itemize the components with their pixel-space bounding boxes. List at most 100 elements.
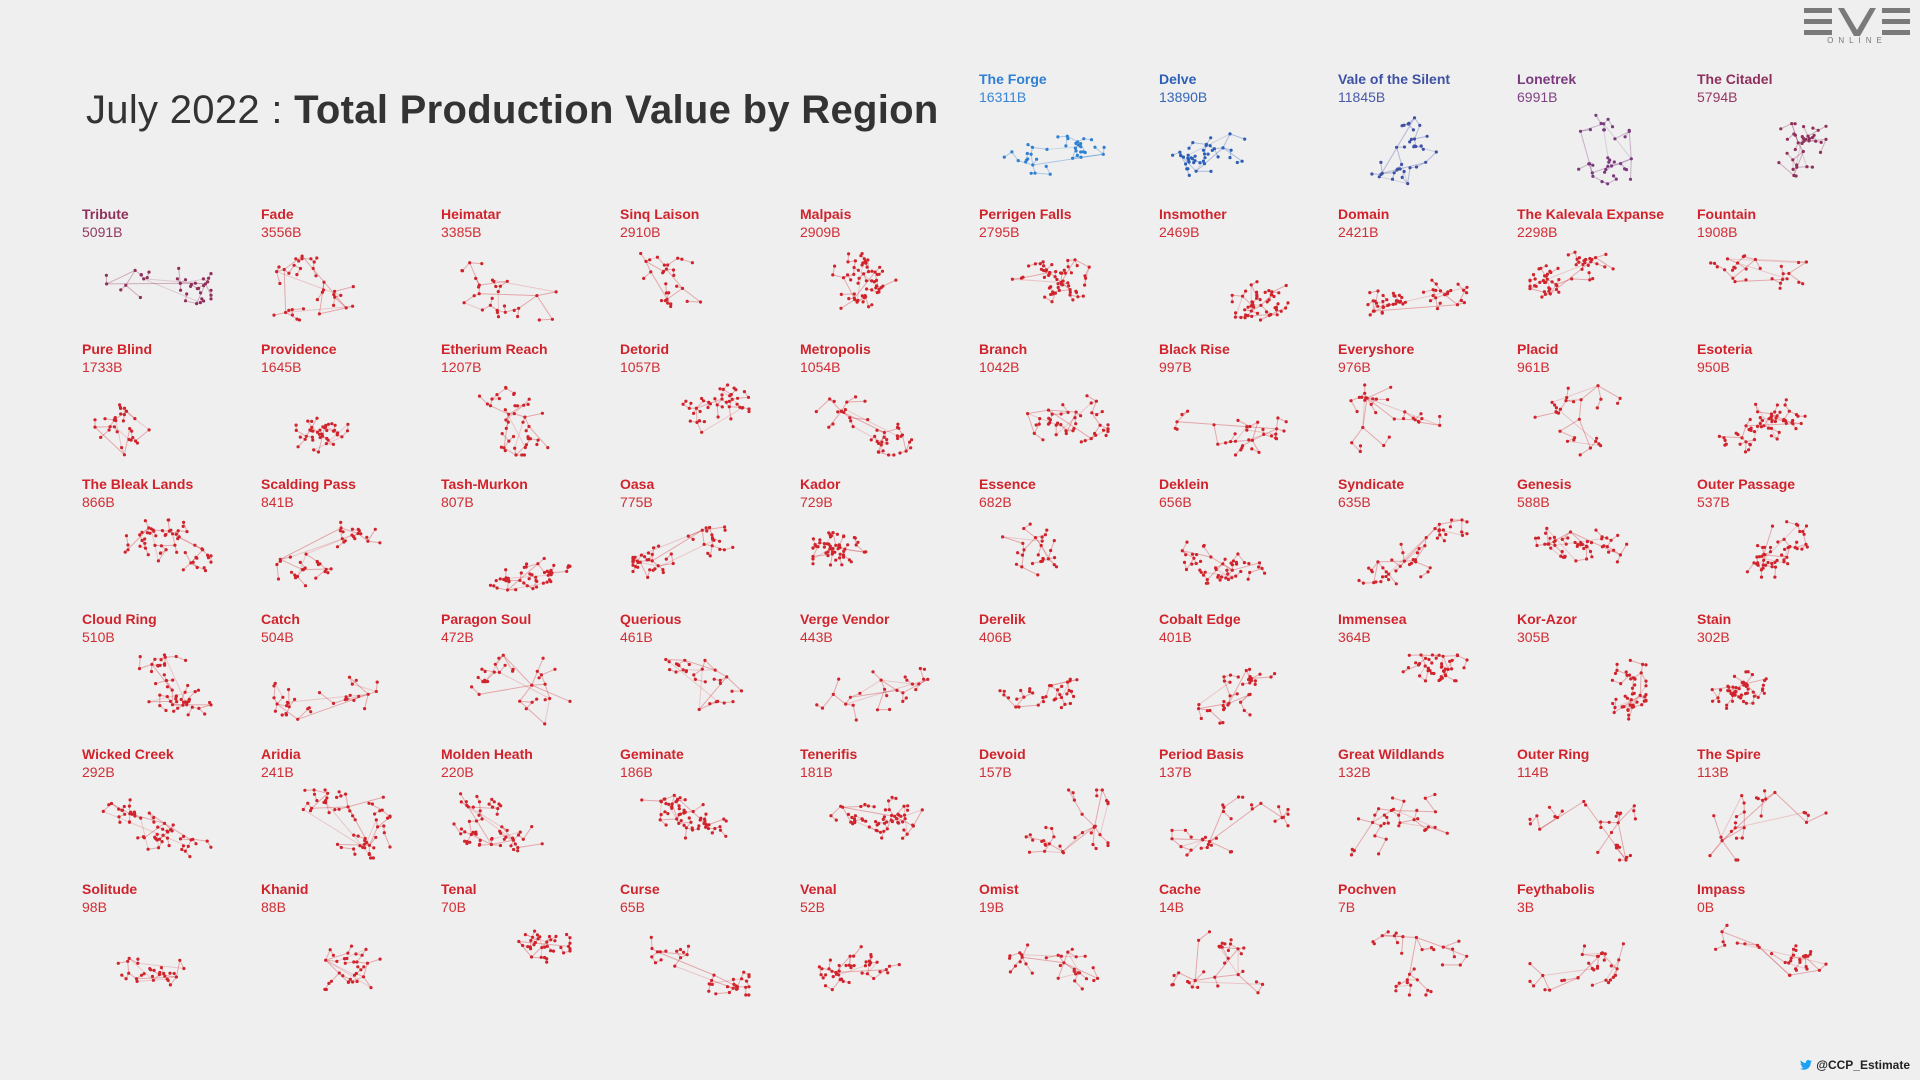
system-point	[1614, 698, 1617, 701]
system-point	[143, 537, 146, 540]
system-point	[1450, 667, 1453, 670]
system-point	[675, 817, 678, 820]
system-point	[874, 271, 877, 274]
system-point	[507, 580, 510, 583]
system-point	[1256, 421, 1259, 424]
system-point	[1724, 439, 1727, 442]
system-point	[1216, 443, 1219, 446]
system-point	[1554, 410, 1557, 413]
gate-link	[1630, 660, 1642, 664]
system-point	[160, 658, 163, 661]
gate-link	[126, 285, 141, 297]
system-point	[1787, 546, 1790, 549]
system-point	[1058, 845, 1061, 848]
system-point	[711, 831, 714, 834]
system-point	[1408, 563, 1411, 566]
system-point	[147, 271, 150, 274]
gate-link	[152, 664, 172, 690]
system-point	[1419, 575, 1422, 578]
system-point	[649, 270, 652, 273]
system-point	[1031, 691, 1034, 694]
system-point	[1071, 298, 1074, 301]
system-point	[465, 800, 468, 803]
region-name: Branch	[979, 340, 1154, 358]
system-point	[344, 793, 347, 796]
region-name: Tenerifis	[800, 745, 975, 763]
system-point	[842, 535, 845, 538]
system-point	[823, 546, 826, 549]
system-point	[1047, 409, 1050, 412]
system-point	[875, 279, 878, 282]
system-point	[1001, 535, 1004, 538]
system-point	[1606, 156, 1609, 159]
system-point	[731, 700, 734, 703]
system-point	[1251, 439, 1254, 442]
system-point	[1797, 141, 1800, 144]
system-point	[1543, 543, 1546, 546]
system-point	[154, 682, 157, 685]
system-point	[1040, 544, 1043, 547]
system-point	[904, 675, 907, 678]
system-point	[847, 297, 850, 300]
system-point	[1457, 283, 1460, 286]
system-point	[699, 300, 702, 303]
system-point	[139, 296, 142, 299]
gate-link	[1393, 798, 1404, 801]
system-point	[870, 438, 873, 441]
system-point	[684, 798, 687, 801]
system-point	[1763, 692, 1766, 695]
gate-link	[833, 533, 836, 546]
system-point	[669, 302, 672, 305]
system-point	[1776, 559, 1779, 562]
system-point	[1028, 690, 1031, 693]
system-point	[357, 835, 360, 838]
system-point	[120, 446, 123, 449]
system-point	[1781, 278, 1784, 281]
system-point	[1805, 524, 1808, 527]
system-point	[1179, 154, 1182, 157]
system-point	[1425, 536, 1428, 539]
region-heimatar: Heimatar 3385B	[441, 205, 616, 335]
system-point	[1042, 264, 1045, 267]
system-point	[161, 529, 164, 532]
system-point	[1621, 705, 1624, 708]
gate-link	[1394, 809, 1448, 833]
system-point	[200, 547, 203, 550]
system-point	[1600, 180, 1603, 183]
region-star-map	[271, 517, 393, 593]
region-value: 1908B	[1697, 223, 1872, 241]
system-point	[513, 404, 516, 407]
system-point	[492, 584, 495, 587]
system-point	[1744, 424, 1747, 427]
system-point	[896, 434, 899, 437]
system-point	[1611, 702, 1614, 705]
system-point	[1393, 171, 1396, 174]
system-point	[123, 813, 126, 816]
system-point	[159, 551, 162, 554]
system-point	[156, 833, 159, 836]
system-point	[1567, 387, 1570, 390]
system-point	[1762, 684, 1765, 687]
system-point	[565, 570, 568, 573]
system-point	[1047, 423, 1050, 426]
system-point	[1239, 448, 1242, 451]
system-point	[311, 430, 314, 433]
region-value: 461B	[620, 628, 795, 646]
system-point	[382, 824, 385, 827]
system-point	[459, 792, 462, 795]
system-point	[1241, 160, 1244, 163]
system-point	[1735, 686, 1738, 689]
gate-link	[1241, 695, 1249, 703]
system-point	[507, 413, 510, 416]
system-point	[1093, 826, 1096, 829]
system-point	[1095, 794, 1098, 797]
system-point	[490, 838, 493, 841]
system-point	[336, 431, 339, 434]
gate-link	[1747, 563, 1754, 572]
system-point	[1201, 838, 1204, 841]
system-point	[299, 267, 302, 270]
system-point	[293, 698, 296, 701]
gate-link	[1560, 431, 1575, 438]
system-point	[1778, 411, 1781, 414]
system-point	[1418, 674, 1421, 677]
